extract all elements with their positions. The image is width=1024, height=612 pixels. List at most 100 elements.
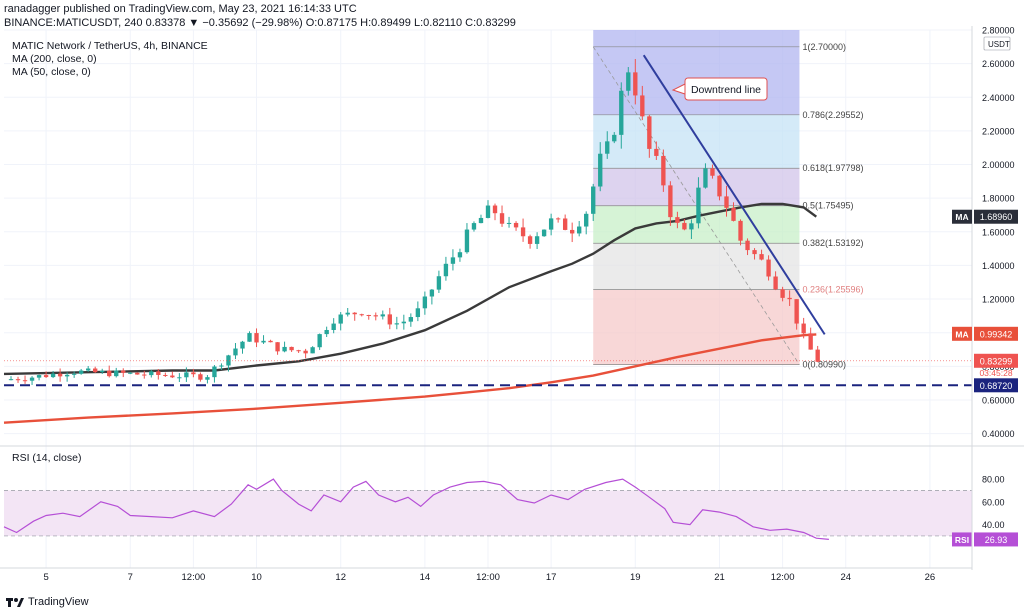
candle-body	[254, 333, 259, 343]
candle-body	[394, 323, 399, 325]
fib-zone	[593, 243, 800, 290]
candle-body	[50, 373, 56, 378]
candle-body	[766, 259, 771, 277]
candle-body	[345, 312, 350, 315]
candle-body	[717, 175, 722, 197]
candle-body	[745, 240, 750, 251]
candle-body	[534, 236, 540, 244]
candle-body	[170, 375, 175, 378]
rsi-tick-label: 60.00	[982, 497, 1005, 507]
candle-body	[752, 250, 757, 255]
price-tick-label: 1.40000	[982, 261, 1015, 271]
candle-body	[282, 346, 287, 352]
rsi-tick-label: 40.00	[982, 520, 1005, 530]
candle-body	[331, 323, 336, 330]
candle-body	[654, 148, 659, 156]
candle-body	[310, 347, 315, 354]
candle-body	[275, 342, 280, 352]
ma200-badge-tag	[952, 326, 972, 341]
unit-badge	[983, 36, 1011, 51]
candle-body	[731, 207, 736, 221]
ma200-badge-tag-text: MA	[955, 329, 968, 339]
time-tick-label: 12	[335, 572, 346, 583]
candle-body	[506, 222, 512, 224]
price-tick-label: 2.40000	[982, 93, 1015, 103]
candle-body	[156, 371, 161, 375]
candle-body	[661, 155, 666, 186]
candle-body	[15, 379, 21, 381]
candle-body	[380, 314, 385, 317]
price-tick-label: 0.40000	[982, 429, 1015, 439]
candle-body	[366, 315, 371, 317]
candle-body	[689, 223, 694, 230]
support-badge: 0.68720	[974, 378, 1018, 393]
candle-body	[569, 229, 575, 234]
fib-level-label: 0.5(1.75495)	[802, 201, 853, 211]
candle-body	[682, 222, 687, 230]
candle-body	[296, 350, 301, 352]
candle-body	[626, 72, 631, 91]
candle-body	[205, 377, 210, 380]
candle-body	[619, 90, 624, 135]
candle-body	[191, 372, 196, 375]
fib-level-label: 1(2.70000)	[802, 42, 846, 52]
fib-zone	[593, 30, 800, 115]
candle-body	[324, 329, 329, 335]
candle-body	[149, 371, 154, 376]
candle-body	[794, 299, 799, 324]
candle-body	[787, 297, 792, 300]
candle-body	[240, 341, 245, 349]
rsi-badge-tag	[952, 532, 972, 547]
candle-body	[464, 229, 470, 253]
candle-body	[471, 223, 477, 230]
last-price-badge-value: 0.83299	[980, 356, 1013, 366]
ma50-legend: MA (50, close, 0)	[12, 66, 91, 78]
candle-body	[107, 370, 112, 377]
candle-body	[759, 254, 764, 260]
time-tick-label: 24	[840, 572, 851, 583]
rsi-line	[3, 478, 829, 540]
ma50-badge: MA 1.68960	[952, 209, 1018, 224]
last-price-badge-box	[974, 353, 1018, 368]
candle-body	[226, 355, 231, 366]
ma50-badge-tag	[952, 209, 972, 224]
time-tick-label: 17	[546, 572, 557, 583]
candle-body	[93, 368, 98, 373]
candle-body	[499, 213, 505, 224]
candle-body	[478, 217, 484, 224]
candle-body	[450, 257, 456, 264]
fib-zone	[593, 114, 800, 169]
time-tick-label: 12:00	[771, 572, 795, 583]
candle-body	[577, 226, 582, 234]
candlesticks	[8, 59, 820, 385]
time-tick-label: 12:00	[182, 572, 206, 583]
ma200-badge-value: 0.99342	[980, 329, 1013, 339]
moving-averages	[3, 202, 818, 424]
candle-body	[422, 296, 428, 309]
candle-body	[710, 168, 715, 176]
price-grid	[4, 29, 972, 568]
candle-body	[303, 350, 308, 354]
candle-body	[640, 95, 645, 117]
time-tick-label: 14	[420, 572, 431, 583]
candle-body	[513, 222, 519, 228]
candle-body	[591, 186, 596, 214]
time-tick-label: 10	[251, 572, 262, 583]
candle-body	[338, 314, 343, 324]
candle-body	[401, 321, 407, 324]
candle-body	[633, 72, 638, 96]
time-tick-label: 21	[714, 572, 725, 583]
ma50-line	[3, 202, 818, 376]
time-tick-label: 19	[630, 572, 641, 583]
rsi-tick-label: 80.00	[982, 475, 1005, 485]
candle-body	[436, 276, 442, 290]
fib-level-label: 0(0.80990)	[802, 360, 846, 370]
candle-body	[527, 236, 533, 244]
last-price-badge: 0.83299	[974, 353, 1018, 368]
candle-body	[387, 314, 392, 325]
candle-body	[415, 308, 421, 318]
candle-body	[443, 263, 449, 277]
tradingview-brand: TradingView	[28, 596, 89, 608]
candle-body	[22, 380, 28, 382]
unit-label: USDT	[988, 40, 1010, 49]
